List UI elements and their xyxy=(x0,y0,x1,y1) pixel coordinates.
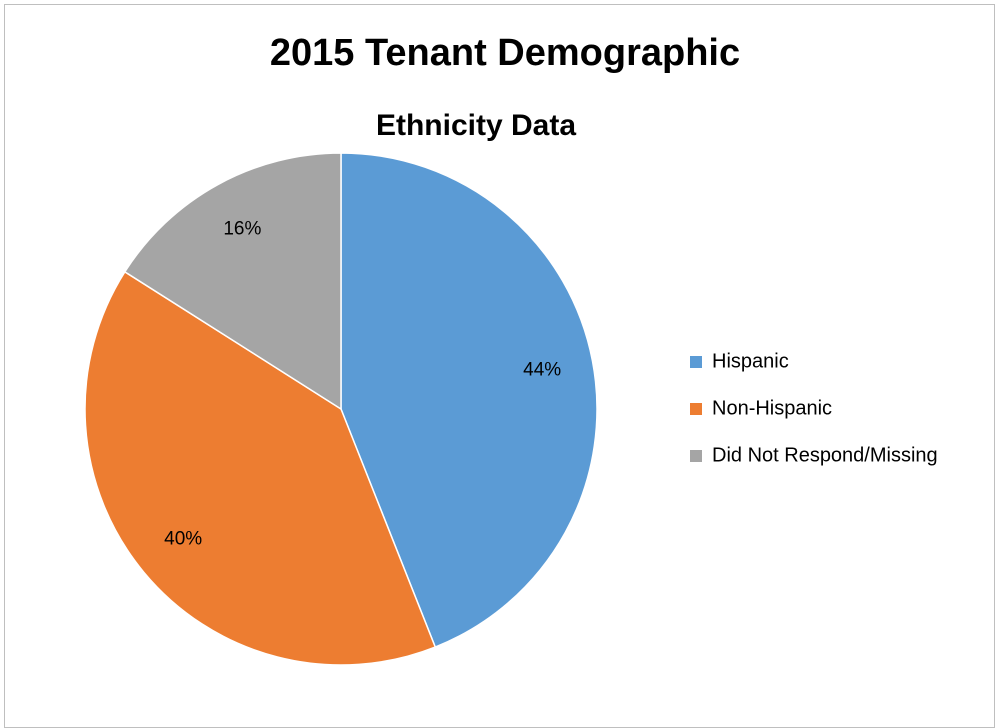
legend-swatch xyxy=(690,356,702,368)
legend-label: Non-Hispanic xyxy=(712,397,832,419)
pie-slice xyxy=(123,152,342,411)
legend-swatch xyxy=(690,450,702,462)
chart-title: 2015 Tenant Demographic xyxy=(270,32,740,74)
pie-slice xyxy=(340,152,598,648)
data-label: 44% xyxy=(523,360,561,381)
data-label: 16% xyxy=(223,219,261,240)
legend-swatch xyxy=(690,403,702,415)
legend-label: Hispanic xyxy=(712,350,789,372)
legend-label: Did Not Respond/Missing xyxy=(712,444,938,466)
chart-subtitle: Ethnicity Data xyxy=(376,109,576,142)
data-label: 40% xyxy=(164,529,202,550)
pie-slice xyxy=(84,270,437,666)
